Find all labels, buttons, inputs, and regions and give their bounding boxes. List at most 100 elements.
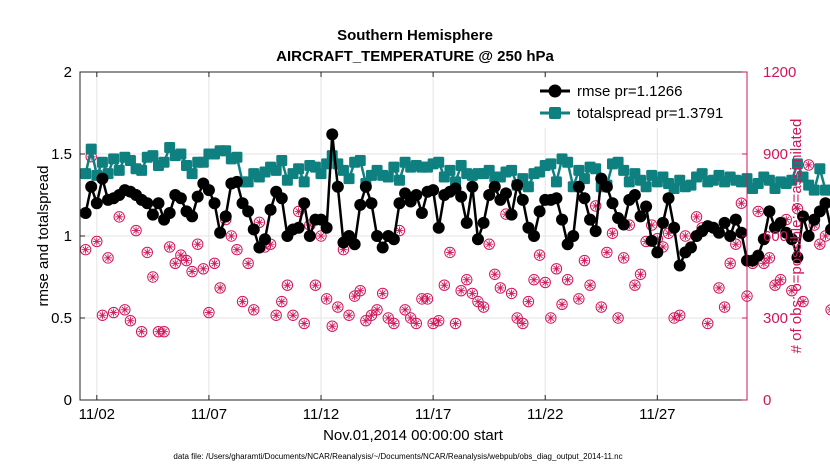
obs-count-point [421,293,434,305]
rmse-point [230,175,243,188]
obs-count-point [724,257,736,270]
obs-count-point [522,295,535,308]
totalspread-point [298,176,310,188]
obs-count-point [186,265,198,278]
rmse-point [471,233,484,246]
obs-count-point [203,306,215,319]
rmse-point [651,246,664,259]
obs-count-point [825,304,830,316]
y2-tick-label: 0 [763,392,771,409]
rmse-point [825,223,830,236]
obs-count-point [612,312,624,324]
rmse-point [359,180,372,193]
rmse-point [365,197,378,210]
rmse-point [785,233,798,246]
obs-count-point [702,317,714,330]
rmse-point [348,238,361,251]
rmse-point [460,216,473,229]
obs-count-point [281,279,294,291]
totalspread-point [270,164,282,176]
legend-spread-marker [549,107,561,119]
obs-count-point [690,211,703,223]
rmse-point [578,192,591,205]
totalspread-point [640,181,652,193]
totalspread-point [388,161,400,173]
rmse-point [186,210,199,223]
obs-count-point [556,298,568,311]
totalspread-point [786,174,798,186]
rmse-point [724,230,737,242]
totalspread-point [343,173,355,185]
obs-count-point [617,252,630,264]
obs-count-point [242,257,254,270]
rmse-point [477,216,490,229]
rmse-point [202,184,215,197]
y2-tick-label: 1200 [763,64,796,81]
totalspread-point [108,153,120,165]
rmse-point [264,203,277,216]
rmse-point [718,216,731,229]
rmse-point [673,259,686,272]
obs-count-point [461,274,473,286]
y-tick-label: 1 [64,228,72,245]
obs-count-point [102,252,114,264]
x-tick-label: 11/27 [639,406,675,423]
rmse-point [668,221,681,234]
totalspread-point [186,168,198,180]
rmse-point [247,223,260,236]
totalspread-point [545,158,557,170]
rmse-point [326,128,339,141]
rmse-point [572,180,585,193]
obs-count-point [399,304,411,316]
obs-count-point [180,254,193,267]
footnote: data file: /Users/gharamti/Documents/NCA… [173,452,622,461]
rmse-point [533,205,546,218]
rmse-point [662,192,675,205]
obs-count-point [163,241,176,253]
totalspread-point [814,163,826,175]
rmse-point [320,221,333,234]
obs-count-point [752,205,764,218]
totalspread-point [80,168,92,180]
totalspread-point [522,181,534,193]
rmse-point [729,213,742,226]
rmse-point [645,234,658,247]
obs-count-point [208,257,221,270]
obs-count-point [791,202,804,215]
obs-count-point [309,279,322,291]
rmse-point [298,197,311,210]
rmse-point [628,189,641,201]
rmse-point [371,230,384,242]
rmse-point [163,207,176,220]
rmse-point [712,226,725,239]
totalspread-point [791,158,803,170]
rmse-point [354,198,367,211]
rmse-point [432,221,445,234]
obs-count-point [214,282,226,294]
obs-count-point [315,230,327,242]
obs-count-point [494,282,507,294]
rmse-point [303,230,316,242]
totalspread-point [578,173,590,185]
obs-count-point [735,197,748,209]
totalspread-point [136,164,148,176]
rmse-point [292,221,305,234]
y2-tick-label: 600 [763,228,788,245]
obs-count-point [276,295,288,308]
rmse-point [455,190,468,203]
rmse-point [219,210,232,223]
rmse-point [606,197,619,210]
obs-count-point [388,317,400,330]
rmse-point [79,207,92,220]
rmse-point [511,179,524,192]
obs-count-point [225,230,238,242]
rmse-point [141,197,154,210]
rmse-point [96,172,109,185]
obs-count-point [410,317,423,330]
obs-count-point [713,282,725,294]
rmse-point [505,208,518,221]
rmse-point [600,180,613,193]
legend: rmse pr=1.1266 totalspread pr=1.3791 [530,78,742,128]
obs-count-point [802,159,815,171]
